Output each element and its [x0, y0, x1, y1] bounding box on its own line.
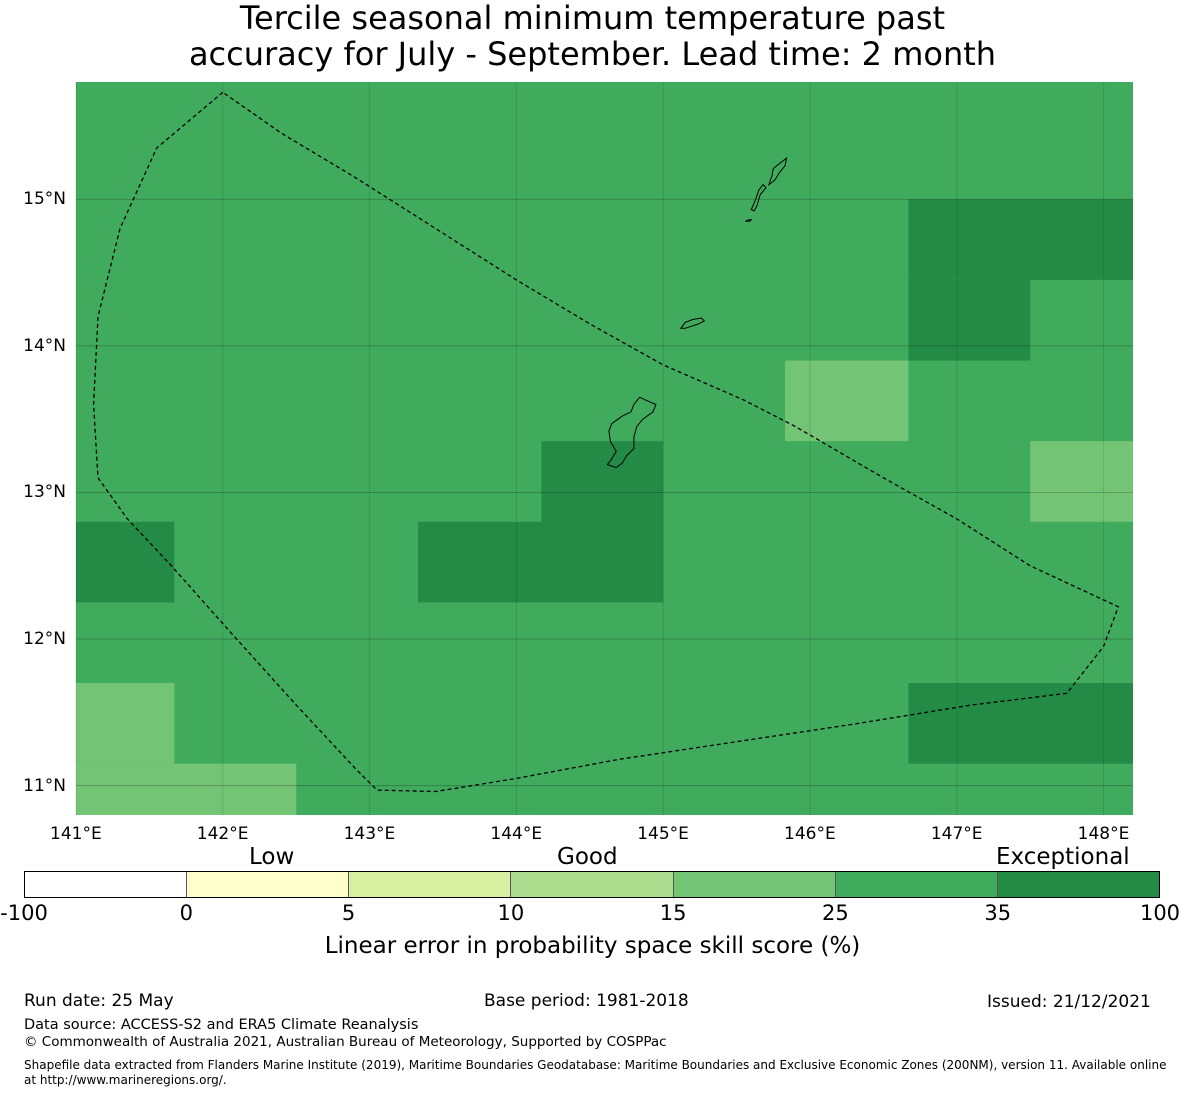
longitude-label: 141°E: [50, 824, 102, 844]
latitude-label: 12°N: [23, 629, 66, 650]
skill-cells: [76, 199, 1133, 815]
latitude-label: 11°N: [23, 775, 66, 796]
data-source: Data source: ACCESS-S2 and ERA5 Climate …: [24, 1017, 419, 1033]
skill-cell: [541, 441, 664, 522]
title-line-2: accuracy for July - September. Lead time…: [188, 35, 997, 73]
longitude-label: 145°E: [637, 824, 689, 844]
longitude-label: 143°E: [343, 824, 396, 844]
title-line-1: Tercile seasonal minimum temperature pas…: [239, 0, 946, 37]
skill-map: [75, 82, 1133, 815]
skill-cell: [785, 360, 909, 442]
colorbar: [24, 871, 1160, 898]
colorbar-label: Linear error in probability space skill …: [324, 933, 861, 959]
colorbar-segment: [187, 872, 350, 897]
skill-cell: [908, 683, 1133, 764]
latitude-label: 14°N: [23, 335, 66, 356]
copyright: © Commonwealth of Australia 2021, Austra…: [24, 1034, 667, 1050]
island-outline: [745, 219, 753, 222]
colorbar-tick-label: 25: [822, 901, 849, 925]
issued-date: Issued: 21/12/2021: [987, 992, 1151, 1012]
island-outline: [606, 396, 657, 469]
skill-cell: [76, 683, 175, 764]
longitude-label: 146°E: [784, 824, 836, 844]
skill-cell: [908, 279, 1031, 361]
shapefile-credit: Shapefile data extracted from Flanders M…: [24, 1058, 1167, 1087]
skill-cell: [76, 521, 175, 603]
colorbar-segment: [25, 872, 188, 897]
longitude-label: 148°E: [1077, 824, 1130, 844]
colorbar-segment: [511, 872, 674, 897]
category-exceptional: Exceptional: [996, 844, 1130, 870]
graticule: [75, 82, 1133, 815]
colorbar-tick-label: 10: [497, 901, 525, 925]
base-period: Base period: 1981-2018: [484, 991, 689, 1011]
skill-cell: [418, 521, 664, 603]
longitude-label: 147°E: [930, 824, 983, 844]
category-low: Low: [249, 844, 295, 870]
colorbar-segment: [349, 872, 512, 897]
longitude-label: 144°E: [490, 824, 543, 844]
colorbar-tick-label: 35: [984, 901, 1012, 925]
colorbar-segment: [835, 872, 998, 897]
colorbar-tick-label: 5: [341, 901, 356, 925]
colorbar-tick-label: 100: [1139, 901, 1181, 925]
eez-boundary: [92, 91, 1120, 793]
island-outline: [767, 157, 788, 186]
colorbar-segment: [673, 872, 836, 897]
island-outline: [750, 183, 767, 212]
skill-cell: [908, 199, 1133, 280]
colorbar-tick-label: 0: [179, 901, 193, 925]
island-outline: [679, 317, 706, 329]
latitude-label: 15°N: [23, 189, 66, 210]
skill-cell: [76, 763, 297, 815]
run-date: Run date: 25 May: [24, 991, 174, 1011]
islands: [606, 157, 788, 469]
colorbar-tick-label: 15: [659, 901, 687, 925]
category-good: Good: [557, 844, 618, 870]
chart-title: Tercile seasonal minimum temperature pas…: [0, 0, 1185, 72]
longitude-label: 142°E: [196, 824, 249, 844]
skill-cell: [1030, 441, 1133, 522]
colorbar-tick-label: -100: [0, 901, 48, 925]
latitude-label: 13°N: [23, 482, 66, 503]
colorbar-segment: [997, 872, 1159, 897]
